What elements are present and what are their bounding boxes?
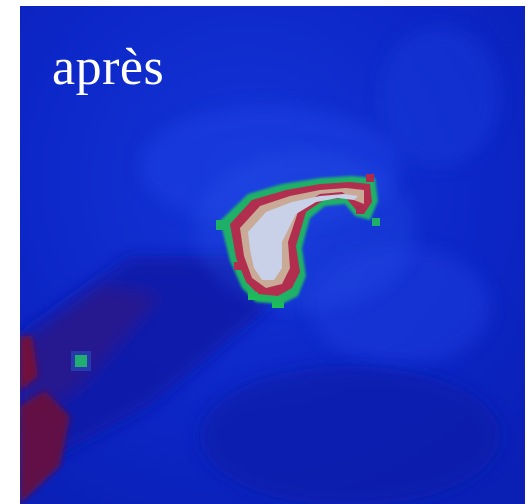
object-glow xyxy=(195,151,415,311)
light-blotch xyxy=(380,26,500,166)
dark-purple-band xyxy=(20,286,160,426)
small-hot-spot xyxy=(75,355,87,367)
dark-red-corner xyxy=(20,391,70,504)
thermal-heatmap-image xyxy=(20,6,525,504)
dark-region xyxy=(200,366,500,504)
caption-text: après xyxy=(52,39,165,96)
dark-red-streak xyxy=(20,336,38,391)
image-frame: après xyxy=(20,6,525,504)
small-hot-spot-glow xyxy=(71,351,91,371)
